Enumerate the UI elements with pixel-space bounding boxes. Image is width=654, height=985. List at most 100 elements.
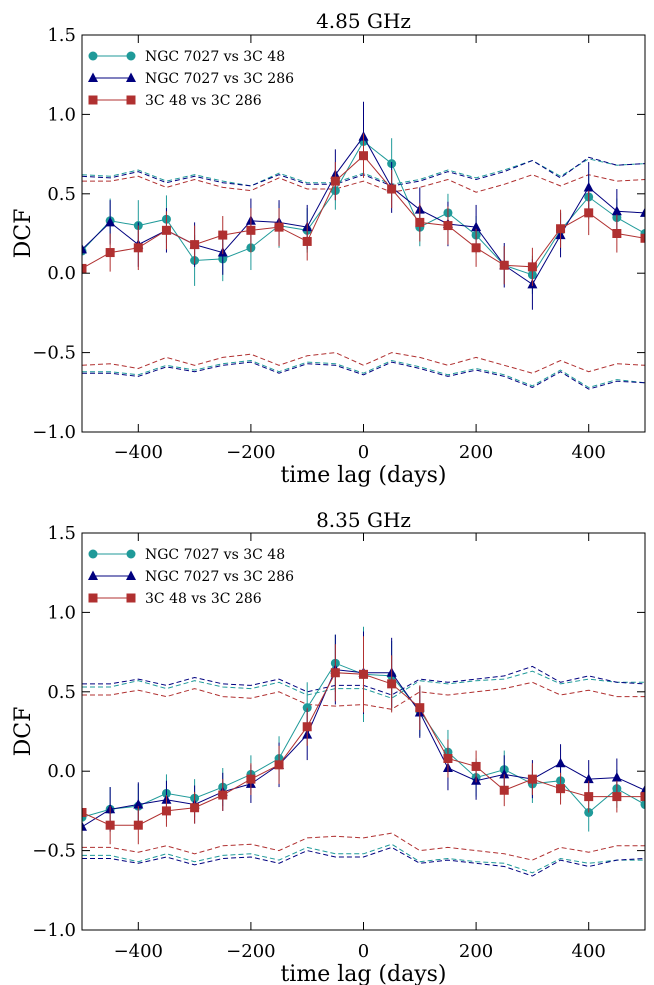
- data-point: [105, 216, 116, 227]
- data-point: [330, 176, 340, 186]
- data-point: [274, 760, 284, 770]
- legend-label: NGC 7027 vs 3C 286: [145, 71, 294, 87]
- data-point: [611, 205, 622, 216]
- y-tick-label: 0.5: [47, 184, 76, 205]
- plot-area: [82, 626, 645, 877]
- x-tick-label: 200: [459, 442, 493, 463]
- y-tick-label: −1.0: [32, 920, 76, 941]
- data-point: [359, 669, 368, 679]
- data-point: [471, 221, 482, 232]
- chart-panel-2: 8.35 GHz −400 −200 0 200 400 −1.0 −0.5 0.0 0.5 1.0…: [11, 508, 646, 985]
- data-point: [612, 792, 622, 802]
- significance-lower-line-series-2: [82, 846, 645, 877]
- legend-marker: [88, 570, 98, 580]
- data-point: [415, 703, 425, 713]
- data-point: [499, 768, 510, 779]
- y-tick-label: −0.5: [32, 841, 76, 862]
- y-tick-label: 1.5: [47, 25, 76, 46]
- y-tick-label: 1.5: [47, 523, 76, 544]
- chart-panel-1: 4.85 GHz −400 −200 0 200 400 −1.0 −0.5 0.0 0.5 1.0…: [11, 9, 646, 488]
- data-point: [499, 260, 509, 270]
- y-tick-label: 0.0: [47, 761, 76, 782]
- x-tick-label: 200: [459, 941, 493, 962]
- legend-marker: [88, 549, 98, 559]
- data-point: [556, 784, 566, 794]
- data-point: [359, 151, 368, 161]
- legend-marker: [88, 593, 98, 603]
- data-point: [161, 806, 171, 816]
- data-point: [640, 784, 645, 795]
- data-point: [218, 230, 228, 240]
- data-point: [246, 225, 256, 235]
- legend-marker: [126, 51, 136, 61]
- legend-label: NGC 7027 vs 3C 48: [145, 49, 285, 65]
- data-point: [218, 790, 228, 800]
- significance-lower-line-series-3: [82, 832, 645, 861]
- data-point: [82, 263, 87, 273]
- y-axis-label: DCF: [11, 209, 36, 259]
- legend-label: 3C 48 vs 3C 286: [145, 591, 262, 607]
- data-point: [105, 820, 115, 830]
- data-point: [133, 820, 143, 830]
- data-point: [640, 792, 645, 802]
- series-2: [82, 101, 645, 310]
- legend-marker: [88, 95, 98, 105]
- data-point: [190, 803, 200, 813]
- data-point: [583, 181, 594, 192]
- data-point: [471, 243, 481, 253]
- data-point: [105, 248, 115, 258]
- legend-marker: [126, 593, 136, 603]
- x-tick-label: 400: [572, 941, 606, 962]
- y-tick-label: −1.0: [32, 422, 76, 443]
- x-axis-label: time lag (days): [280, 962, 446, 985]
- data-point: [443, 753, 453, 763]
- x-tick-label: 400: [572, 442, 606, 463]
- legend-marker: [126, 95, 136, 105]
- data-point: [82, 243, 87, 254]
- legend: NGC 7027 vs 3C 48 NGC 7027 vs 3C 286 3C 48…: [88, 547, 294, 607]
- x-tick-label: −200: [226, 941, 275, 962]
- data-point: [584, 792, 594, 802]
- data-point: [584, 208, 594, 218]
- legend-marker: [88, 72, 98, 82]
- data-point: [161, 225, 171, 235]
- y-tick-label: 0.5: [47, 682, 76, 703]
- significance-lower-line-series-1: [82, 359, 645, 389]
- data-point: [190, 240, 200, 250]
- data-point: [387, 679, 397, 689]
- data-point: [387, 184, 397, 194]
- chart-title: 4.85 GHz: [316, 9, 411, 33]
- data-point: [302, 236, 312, 246]
- data-point: [133, 243, 143, 253]
- data-point: [499, 785, 509, 795]
- data-point: [133, 799, 144, 809]
- legend-marker: [126, 72, 136, 82]
- legend-label: NGC 7027 vs 3C 48: [145, 547, 285, 563]
- data-point: [583, 773, 594, 784]
- legend: NGC 7027 vs 3C 48 NGC 7027 vs 3C 286 3C 48…: [88, 49, 294, 109]
- significance-lower-line-series-3: [82, 352, 645, 374]
- data-point: [471, 761, 481, 771]
- data-point: [274, 222, 284, 232]
- data-point: [246, 774, 256, 784]
- x-tick-label: −400: [114, 941, 163, 962]
- series-3: [82, 636, 645, 845]
- data-point: [415, 217, 425, 227]
- data-point: [443, 221, 453, 231]
- y-axis-label: DCF: [11, 707, 36, 757]
- data-point: [640, 207, 645, 217]
- plot-area: [82, 101, 645, 390]
- significance-lower-line-series-1: [82, 843, 645, 874]
- data-point: [527, 262, 537, 272]
- series-3: [82, 133, 645, 286]
- x-tick-label: −200: [226, 442, 275, 463]
- y-tick-label: 1.0: [47, 602, 76, 623]
- legend-marker: [126, 570, 136, 580]
- significance-lower-line-series-2: [82, 361, 645, 390]
- data-point: [82, 821, 87, 831]
- chart-title: 8.35 GHz: [316, 508, 411, 532]
- legend-label: 3C 48 vs 3C 286: [145, 93, 262, 109]
- significance-upper-line-series-3: [82, 174, 645, 193]
- y-tick-label: −0.5: [32, 343, 76, 364]
